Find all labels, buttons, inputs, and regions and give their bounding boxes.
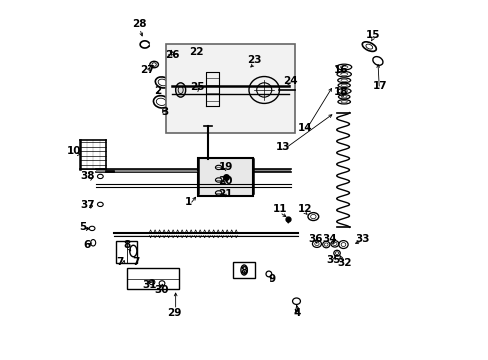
Text: 17: 17 [372, 81, 386, 91]
Text: 35: 35 [325, 255, 340, 265]
Text: 36: 36 [307, 234, 322, 244]
Bar [126, 268, 179, 289]
Text: 25: 25 [189, 82, 204, 93]
Text: 3: 3 [161, 107, 168, 117]
Text: 30: 30 [155, 285, 169, 296]
Text: 10: 10 [67, 145, 81, 156]
Text: 28: 28 [132, 19, 147, 29]
Text: 8: 8 [240, 266, 247, 276]
Text: 33: 33 [354, 234, 368, 244]
Text: 21: 21 [218, 189, 233, 199]
Text: 8: 8 [123, 240, 130, 250]
Text: 29: 29 [167, 309, 182, 318]
Text: 23: 23 [247, 55, 261, 65]
Text: 38: 38 [80, 171, 95, 181]
Text: 1: 1 [185, 197, 192, 207]
Text: 9: 9 [268, 274, 275, 284]
Bar [116, 241, 137, 263]
Text: 7: 7 [132, 257, 140, 267]
Text: 26: 26 [164, 50, 179, 60]
Text: 2: 2 [154, 86, 161, 96]
Text: 18: 18 [333, 87, 347, 97]
Text: 20: 20 [218, 176, 233, 186]
Ellipse shape [175, 83, 185, 97]
Text: 5: 5 [79, 222, 86, 231]
Text: 6: 6 [83, 240, 90, 250]
Text: 34: 34 [322, 234, 336, 244]
Text: 14: 14 [297, 123, 311, 133]
Text: 32: 32 [336, 258, 351, 268]
Text: 16: 16 [333, 64, 347, 75]
Text: 19: 19 [218, 162, 233, 172]
Text: 15: 15 [365, 30, 379, 40]
Text: 13: 13 [275, 142, 290, 152]
Text: 7: 7 [116, 257, 123, 267]
Bar [166, 44, 294, 133]
Text: 22: 22 [188, 46, 203, 57]
Text: 4: 4 [293, 309, 301, 318]
Text: 11: 11 [272, 204, 286, 215]
Text: 31: 31 [142, 280, 156, 290]
Text: 37: 37 [80, 200, 95, 210]
Text: 24: 24 [283, 76, 297, 86]
Text: 12: 12 [297, 204, 311, 215]
Bar [167, 46, 176, 61]
Text: 27: 27 [140, 64, 154, 75]
Bar [198, 158, 253, 196]
Bar [233, 262, 255, 278]
